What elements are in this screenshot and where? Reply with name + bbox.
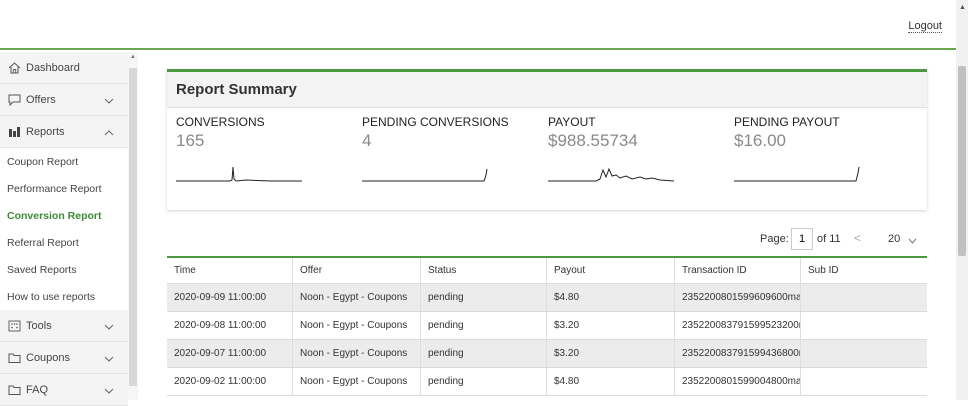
report-summary-card: Report Summary CONVERSIONS 165 PENDING C… bbox=[167, 69, 927, 210]
sidebar-item-dashboard[interactable]: Dashboard bbox=[0, 52, 128, 84]
top-bar: Logout bbox=[0, 0, 956, 50]
cell-offer: Noon - Egypt - Coupons bbox=[293, 340, 421, 367]
sidebar-link-how-to-use-reports[interactable]: How to use reports bbox=[0, 283, 128, 310]
cell-transaction-id: 2352200837915995232​00r bbox=[675, 312, 801, 339]
cell-time: 2020-09-02 11:00:00 bbox=[167, 368, 293, 395]
table-row[interactable]: 2020-09-02 11:00:00 Noon - Egypt - Coupo… bbox=[167, 368, 927, 396]
home-icon bbox=[8, 61, 22, 74]
chevron-down-icon bbox=[104, 353, 114, 365]
folder-icon bbox=[8, 384, 22, 396]
cell-time: 2020-09-07 11:00:00 bbox=[167, 340, 293, 367]
cell-offer: Noon - Egypt - Coupons bbox=[293, 368, 421, 395]
tools-icon bbox=[8, 320, 22, 332]
page-scrollbar[interactable]: ▲ bbox=[956, 0, 968, 400]
chat-icon bbox=[8, 94, 22, 106]
report-summary-title: Report Summary bbox=[167, 72, 927, 108]
pagination: Page: of 11 < 20 bbox=[740, 228, 940, 250]
metric-label: PENDING CONVERSIONS bbox=[362, 115, 509, 129]
table-row[interactable]: 2020-09-09 11:00:00 Noon - Egypt - Coupo… bbox=[167, 284, 927, 312]
sidebar-item-offers[interactable]: Offers bbox=[0, 84, 128, 116]
metric-value: 4 bbox=[362, 131, 372, 150]
metric-value: $988.55734 bbox=[548, 131, 638, 150]
sidebar-item-label: Tools bbox=[26, 319, 52, 332]
conversions-table: Time Offer Status Payout Transaction ID … bbox=[167, 256, 927, 396]
page-scrollbar-thumb[interactable] bbox=[958, 66, 966, 256]
sidebar-link-referral-report[interactable]: Referral Report bbox=[0, 229, 128, 256]
chevron-down-icon bbox=[104, 95, 114, 107]
chevron-down-icon bbox=[104, 385, 114, 397]
chevron-down-icon bbox=[104, 321, 114, 333]
metric-value: 165 bbox=[176, 131, 205, 150]
metric-label: PENDING PAYOUT bbox=[734, 115, 840, 129]
bar-chart-icon bbox=[8, 126, 22, 138]
cell-status: pending bbox=[421, 284, 547, 311]
scroll-up-arrow-icon[interactable]: ▲ bbox=[959, 4, 966, 11]
cell-transaction-id: 235220083791599436800r bbox=[675, 340, 801, 367]
cell-sub-id bbox=[801, 312, 927, 339]
page-size-select[interactable]: 20 bbox=[888, 233, 901, 245]
sidebar: Dashboard Offers Reports Coupon Report P… bbox=[0, 52, 130, 406]
previous-page-icon[interactable]: < bbox=[854, 231, 862, 245]
sidebar-item-label: FAQ bbox=[26, 383, 49, 396]
cell-status: pending bbox=[421, 340, 547, 367]
sidebar-item-label: Offers bbox=[26, 93, 56, 106]
metric-conversions: CONVERSIONS 165 bbox=[176, 115, 351, 182]
page-label: Page: bbox=[760, 233, 789, 245]
cell-payout: $4.80 bbox=[547, 284, 675, 311]
pending-payout-sparkline bbox=[734, 166, 860, 182]
cell-time: 2020-09-08 11:00:00 bbox=[167, 312, 293, 339]
cell-status: pending bbox=[421, 312, 547, 339]
cell-payout: $3.20 bbox=[547, 340, 675, 367]
chevron-down-icon[interactable] bbox=[908, 235, 917, 247]
sidebar-item-tools[interactable]: Tools bbox=[0, 310, 128, 342]
cell-sub-id bbox=[801, 284, 927, 311]
cell-payout: $4.80 bbox=[547, 368, 675, 395]
sidebar-item-faq[interactable]: FAQ bbox=[0, 374, 128, 406]
table-row[interactable]: 2020-09-07 11:00:00 Noon - Egypt - Coupo… bbox=[167, 340, 927, 368]
cell-payout: $3.20 bbox=[547, 312, 675, 339]
sidebar-scrollbar-thumb[interactable] bbox=[129, 68, 137, 386]
column-header-status[interactable]: Status bbox=[421, 258, 547, 283]
table-row[interactable]: 2020-09-08 11:00:00 Noon - Egypt - Coupo… bbox=[167, 312, 927, 340]
column-header-payout[interactable]: Payout bbox=[547, 258, 675, 283]
metric-label: PAYOUT bbox=[548, 115, 596, 129]
column-header-transaction-id[interactable]: Transaction ID bbox=[675, 258, 801, 283]
sidebar-item-label: Coupons bbox=[26, 351, 71, 364]
sidebar-link-performance-report[interactable]: Performance Report bbox=[0, 175, 128, 202]
metric-value: $16.00 bbox=[734, 131, 786, 150]
cell-status: pending bbox=[421, 368, 547, 395]
cell-transaction-id: 2352200801599609600ma bbox=[675, 284, 801, 311]
sidebar-scrollbar[interactable]: ▲ bbox=[128, 52, 138, 400]
logout-link[interactable]: Logout bbox=[908, 20, 942, 33]
table-header: Time Offer Status Payout Transaction ID … bbox=[167, 256, 927, 284]
sidebar-link-saved-reports[interactable]: Saved Reports bbox=[0, 256, 128, 283]
cell-sub-id bbox=[801, 368, 927, 395]
sidebar-item-label: Dashboard bbox=[26, 61, 80, 74]
column-header-sub-id[interactable]: Sub ID bbox=[808, 265, 839, 276]
pending-conversions-sparkline bbox=[362, 168, 488, 182]
chevron-up-icon bbox=[104, 127, 114, 139]
scroll-up-arrow-icon[interactable]: ▲ bbox=[130, 54, 136, 60]
conversions-sparkline bbox=[176, 166, 302, 182]
page-number-input[interactable] bbox=[791, 228, 813, 250]
cell-transaction-id: 2352200801599004800ma bbox=[675, 368, 801, 395]
cell-offer: Noon - Egypt - Coupons bbox=[293, 312, 421, 339]
column-header-time[interactable]: Time bbox=[167, 258, 293, 283]
sidebar-item-coupons[interactable]: Coupons bbox=[0, 342, 128, 374]
cell-offer: Noon - Egypt - Coupons bbox=[293, 284, 421, 311]
payout-sparkline bbox=[548, 167, 675, 182]
cell-time: 2020-09-09 11:00:00 bbox=[167, 284, 293, 311]
cell-sub-id bbox=[801, 340, 927, 367]
sidebar-link-coupon-report[interactable]: Coupon Report bbox=[0, 148, 128, 175]
page-total: of 11 bbox=[817, 233, 841, 245]
sidebar-link-conversion-report[interactable]: Conversion Report bbox=[0, 202, 128, 229]
metric-label: CONVERSIONS bbox=[176, 115, 265, 129]
column-header-offer[interactable]: Offer bbox=[293, 258, 421, 283]
metric-pending-conversions: PENDING CONVERSIONS 4 bbox=[362, 115, 537, 182]
sidebar-item-reports[interactable]: Reports bbox=[0, 116, 128, 148]
metric-pending-payout: PENDING PAYOUT $16.00 bbox=[734, 115, 909, 182]
folder-icon bbox=[8, 352, 22, 364]
metric-payout: PAYOUT $988.55734 bbox=[548, 115, 723, 182]
sidebar-item-label: Reports bbox=[26, 125, 65, 138]
